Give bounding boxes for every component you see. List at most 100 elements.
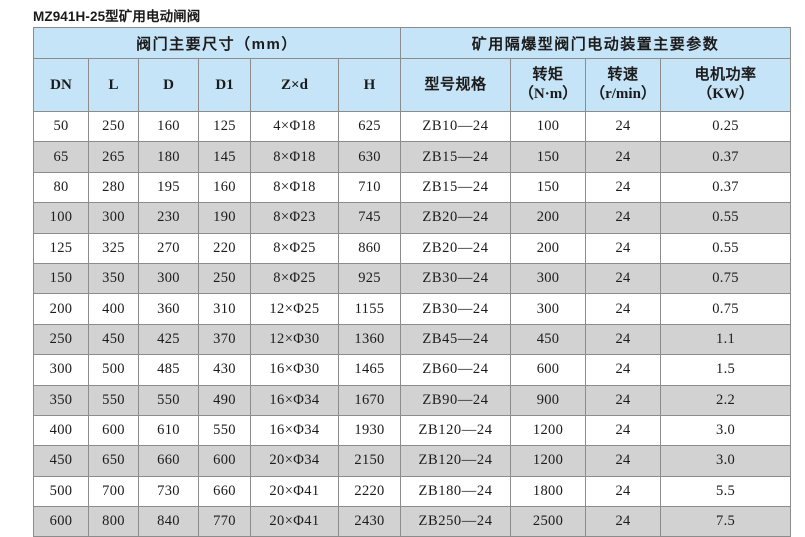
table-row: 250 450 425 370 12×Φ30 1360 ZB45—24 450 24 1.1 bbox=[33, 323, 792, 356]
cell-model: ZB90—24 bbox=[400, 384, 512, 416]
cell-d1: 770 bbox=[198, 506, 251, 537]
cell-torque: 150 bbox=[510, 171, 587, 204]
cell-h: 630 bbox=[337, 141, 402, 173]
cell-l: 300 bbox=[88, 202, 139, 234]
cell-h: 1670 bbox=[337, 384, 402, 416]
column-header-power-unit: （KW） bbox=[697, 86, 754, 102]
cell-d1: 250 bbox=[198, 262, 251, 295]
cell-dn: 450 bbox=[33, 445, 89, 477]
cell-l: 280 bbox=[88, 171, 139, 204]
column-header-zd: Z×d bbox=[250, 58, 339, 112]
cell-l: 450 bbox=[88, 323, 139, 356]
cell-dn: 400 bbox=[33, 414, 89, 447]
cell-zd: 8×Φ18 bbox=[250, 171, 339, 204]
cell-h: 2150 bbox=[337, 445, 402, 477]
cell-power: 7.5 bbox=[660, 506, 792, 537]
cell-speed: 24 bbox=[585, 506, 662, 537]
cell-d1: 490 bbox=[198, 384, 251, 416]
table-row: 50 250 160 125 4×Φ18 625 ZB10—24 100 24 0.25 bbox=[33, 110, 792, 143]
cell-d1: 370 bbox=[198, 323, 251, 356]
cell-d: 160 bbox=[138, 110, 199, 143]
cell-torque: 1200 bbox=[510, 445, 587, 477]
cell-d: 425 bbox=[138, 323, 199, 356]
cell-torque: 450 bbox=[510, 323, 587, 356]
cell-dn: 350 bbox=[33, 384, 89, 416]
cell-dn: 100 bbox=[33, 202, 89, 234]
column-header-h-label: H bbox=[363, 76, 376, 93]
cell-d: 180 bbox=[138, 141, 199, 173]
cell-dn: 50 bbox=[33, 110, 89, 143]
cell-power: 5.5 bbox=[660, 475, 792, 508]
cell-zd: 8×Φ25 bbox=[250, 262, 339, 295]
cell-h: 625 bbox=[337, 110, 402, 143]
cell-l: 550 bbox=[88, 384, 139, 416]
cell-h: 1155 bbox=[337, 293, 402, 325]
cell-model: ZB15—24 bbox=[400, 141, 512, 173]
cell-model: ZB120—24 bbox=[400, 414, 512, 447]
cell-speed: 24 bbox=[585, 141, 662, 173]
cell-model: ZB120—24 bbox=[400, 445, 512, 477]
cell-h: 1930 bbox=[337, 414, 402, 447]
cell-d: 195 bbox=[138, 171, 199, 204]
column-header-power-label: 电机功率 bbox=[694, 66, 757, 84]
group-header-dimensions: 阀门主要尺寸（mm） bbox=[32, 27, 402, 59]
cell-l: 400 bbox=[88, 293, 139, 325]
cell-l: 500 bbox=[88, 354, 139, 386]
cell-d: 270 bbox=[138, 232, 199, 264]
page-root: MZ941H-25型矿用电动闸阀 阀门主要尺寸（mm） 矿用隔爆型阀门电动装置主… bbox=[32, 9, 792, 537]
cell-zd: 8×Φ23 bbox=[250, 202, 339, 234]
cell-dn: 80 bbox=[33, 171, 89, 204]
column-header-row: DN L D D1 Z×d H 型号规格 转矩 （N·m） 转速 （r/min） bbox=[33, 58, 792, 112]
cell-dn: 65 bbox=[33, 141, 89, 173]
cell-speed: 24 bbox=[585, 110, 662, 143]
column-header-torque-unit: （N·m） bbox=[518, 86, 578, 102]
cell-d: 550 bbox=[138, 384, 199, 416]
column-header-torque-label: 转矩 bbox=[532, 66, 564, 84]
column-header-l-label: L bbox=[108, 76, 119, 93]
cell-zd: 4×Φ18 bbox=[250, 110, 339, 143]
cell-zd: 12×Φ30 bbox=[250, 323, 339, 356]
column-header-model-label: 型号规格 bbox=[424, 75, 487, 93]
cell-zd: 20×Φ34 bbox=[250, 445, 339, 477]
table-row: 80 280 195 160 8×Φ18 710 ZB15—24 150 24 0.37 bbox=[33, 171, 792, 204]
cell-torque: 600 bbox=[510, 354, 587, 386]
cell-speed: 24 bbox=[585, 384, 662, 416]
cell-power: 0.37 bbox=[660, 141, 792, 173]
table-row: 600 800 840 770 20×Φ41 2430 ZB250—24 2500 24 7.5 bbox=[33, 506, 792, 537]
cell-h: 2430 bbox=[337, 506, 402, 537]
cell-model: ZB30—24 bbox=[400, 262, 512, 295]
cell-speed: 24 bbox=[585, 262, 662, 295]
cell-d1: 190 bbox=[198, 202, 251, 234]
cell-power: 1.5 bbox=[660, 354, 792, 386]
column-header-speed: 转速 （r/min） bbox=[585, 58, 662, 112]
cell-power: 0.25 bbox=[660, 110, 792, 143]
cell-l: 600 bbox=[88, 414, 139, 447]
cell-power: 0.37 bbox=[660, 171, 792, 204]
page-title: MZ941H-25型矿用电动闸阀 bbox=[33, 9, 201, 24]
column-header-power: 电机功率 （KW） bbox=[660, 58, 792, 112]
table-row: 65 265 180 145 8×Φ18 630 ZB15—24 150 24 0.37 bbox=[33, 141, 792, 173]
cell-d: 300 bbox=[138, 262, 199, 295]
cell-dn: 300 bbox=[33, 354, 89, 386]
cell-model: ZB250—24 bbox=[400, 506, 512, 537]
column-header-h: H bbox=[337, 58, 402, 112]
cell-d1: 310 bbox=[198, 293, 251, 325]
cell-torque: 1800 bbox=[510, 475, 587, 508]
cell-speed: 24 bbox=[585, 293, 662, 325]
cell-zd: 8×Φ25 bbox=[250, 232, 339, 264]
group-header-row: 阀门主要尺寸（mm） 矿用隔爆型阀门电动装置主要参数 bbox=[32, 27, 792, 59]
column-header-speed-unit: （r/min） bbox=[590, 86, 656, 102]
column-header-dn: DN bbox=[33, 58, 89, 112]
page-bottom-cropped-text bbox=[33, 489, 363, 495]
cell-dn: 600 bbox=[33, 506, 89, 537]
cell-d1: 145 bbox=[198, 141, 251, 173]
cell-torque: 150 bbox=[510, 141, 587, 173]
cell-d: 660 bbox=[138, 445, 199, 477]
cell-torque: 1200 bbox=[510, 414, 587, 447]
cell-l: 350 bbox=[88, 262, 139, 295]
spec-table-container: 阀门主要尺寸（mm） 矿用隔爆型阀门电动装置主要参数 DN L D D1 Z×d… bbox=[32, 27, 792, 537]
cell-power: 1.1 bbox=[660, 323, 792, 356]
cell-torque: 2500 bbox=[510, 506, 587, 537]
cell-zd: 16×Φ34 bbox=[250, 384, 339, 416]
cell-d: 230 bbox=[138, 202, 199, 234]
